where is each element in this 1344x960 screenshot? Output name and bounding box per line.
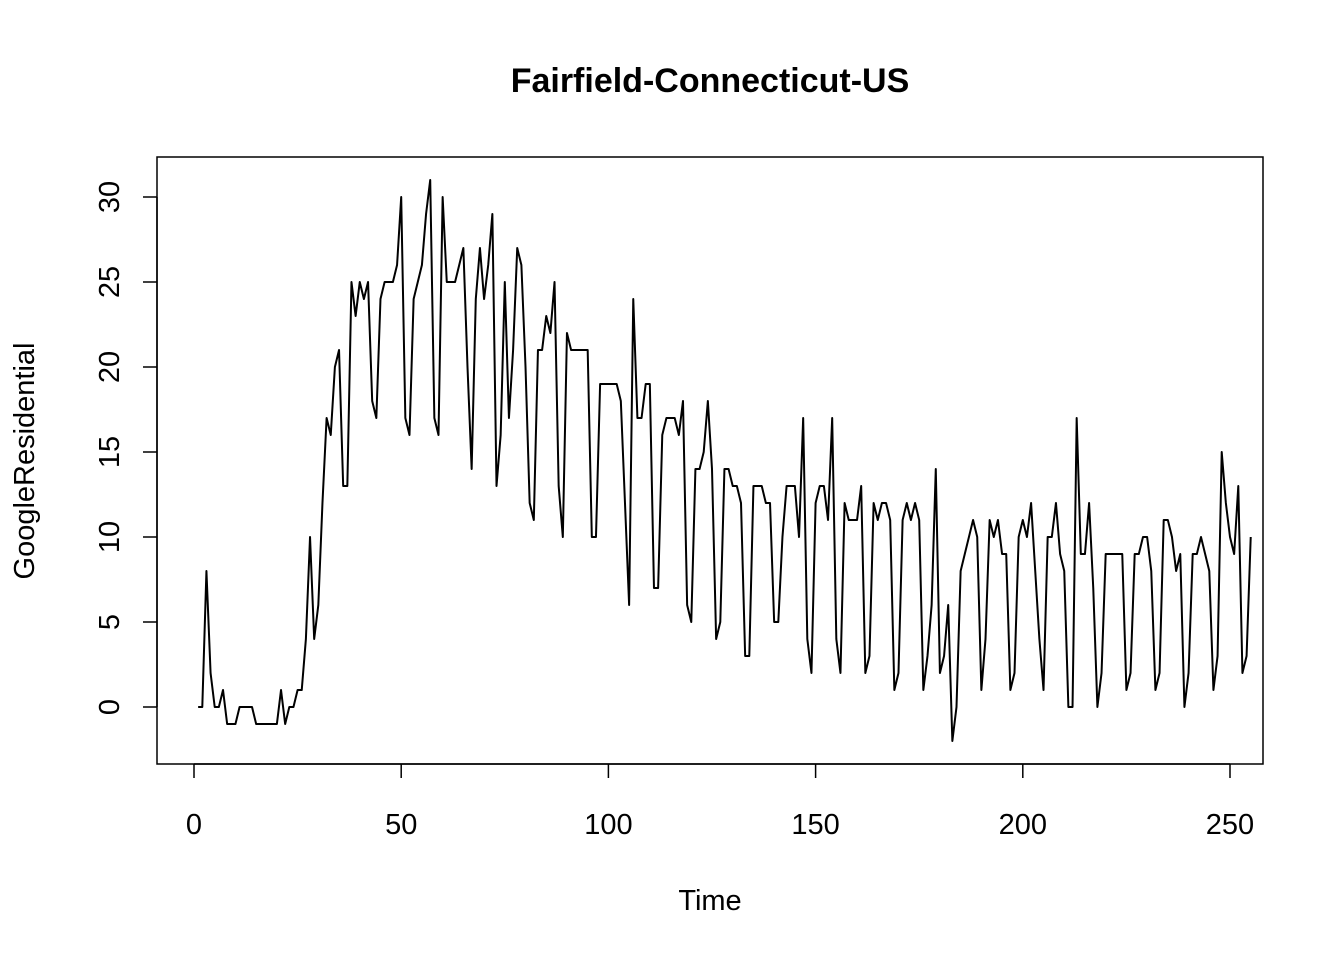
y-tick-label: 5 bbox=[94, 614, 126, 630]
y-tick-label: 0 bbox=[94, 699, 126, 715]
y-axis: 0 5 10 15 20 25 30 bbox=[94, 181, 158, 715]
y-axis-label: GoogleResidential bbox=[9, 343, 41, 580]
x-tick-label: 200 bbox=[999, 809, 1047, 841]
x-axis-label: Time bbox=[678, 885, 741, 917]
y-tick-label: 10 bbox=[94, 521, 126, 553]
y-tick-label: 30 bbox=[94, 181, 126, 213]
x-axis: 0 50 100 150 200 250 bbox=[186, 763, 1254, 841]
y-tick-label: 15 bbox=[94, 436, 126, 468]
x-tick-label: 150 bbox=[791, 809, 839, 841]
x-tick-label: 0 bbox=[186, 809, 202, 841]
x-tick-label: 100 bbox=[584, 809, 632, 841]
series-layer bbox=[198, 179, 1252, 742]
chart-title: Fairfield-Connecticut-US bbox=[511, 62, 910, 100]
y-tick-label: 20 bbox=[94, 351, 126, 383]
series-line-0 bbox=[198, 179, 1252, 742]
x-tick-label: 50 bbox=[385, 809, 417, 841]
y-tick-label: 25 bbox=[94, 266, 126, 298]
x-tick-label: 250 bbox=[1206, 809, 1254, 841]
